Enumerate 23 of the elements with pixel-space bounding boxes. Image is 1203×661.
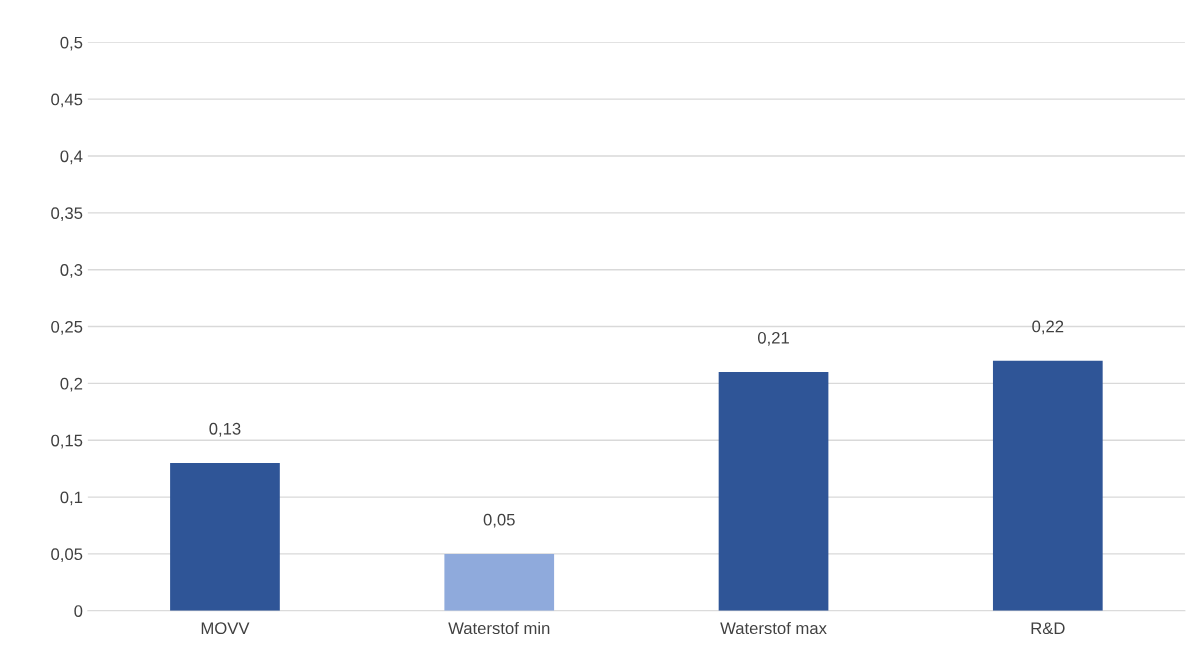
y-tick-label: 0,4 xyxy=(60,150,83,165)
y-tick-label: 0,25 xyxy=(51,320,83,335)
y-tick-label: 0 xyxy=(74,605,83,617)
y-tick-label: 0,2 xyxy=(60,377,83,392)
y-tick-label: 0,3 xyxy=(60,264,83,278)
y-tick-label: 0,45 xyxy=(51,93,83,108)
y-tick-label: 0,5 xyxy=(60,36,83,51)
x-tick-label: MOVV xyxy=(201,622,250,635)
bar xyxy=(992,360,1103,611)
data-label: 0,13 xyxy=(209,422,241,437)
x-tick-label: R&D xyxy=(1031,622,1065,635)
x-tick-label: Waterstof max xyxy=(720,621,827,635)
y-tick-label: 0,05 xyxy=(51,548,83,563)
bar xyxy=(444,553,555,611)
y-tick-label: 0,15 xyxy=(51,434,83,449)
data-label: 0,21 xyxy=(757,331,789,346)
data-label: 0,22 xyxy=(1032,320,1064,335)
x-tick-label: Waterstof min xyxy=(448,621,550,635)
bar xyxy=(170,462,280,611)
y-tick-label: 0,35 xyxy=(51,207,83,222)
bar xyxy=(718,372,829,611)
data-label: 0,05 xyxy=(483,513,515,528)
y-tick-label: 0,1 xyxy=(60,491,83,506)
